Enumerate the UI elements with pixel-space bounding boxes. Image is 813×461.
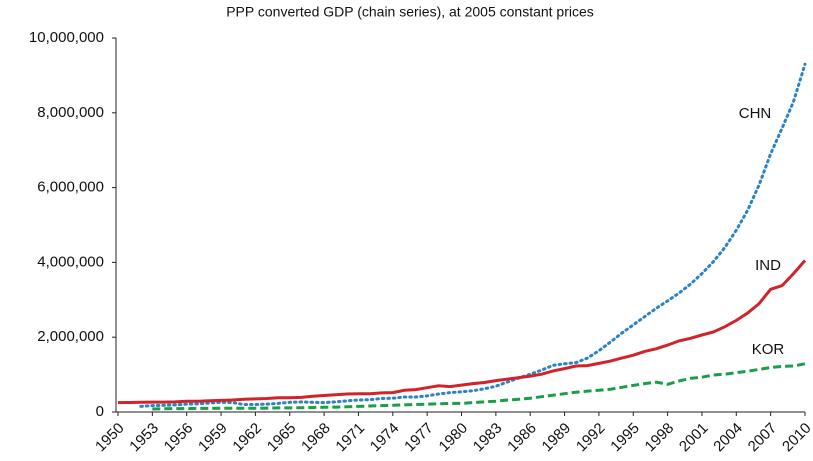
x-tick-label: 1956 <box>161 420 197 456</box>
y-tick-label: 4,000,000 <box>37 253 104 270</box>
x-tick-label: 1971 <box>332 420 368 456</box>
y-tick-label: 6,000,000 <box>37 179 104 196</box>
y-tick-label: 0 <box>96 403 104 420</box>
x-tick-label: 2001 <box>676 420 712 456</box>
series-line <box>117 259 807 405</box>
x-tick-label: 1980 <box>436 420 472 456</box>
x-tick-label: 1968 <box>298 420 334 456</box>
x-tick-label: 1953 <box>126 420 162 456</box>
chart-title: PPP converted GDP (chain series), at 200… <box>226 4 594 20</box>
x-tick-label: 1995 <box>607 420 643 456</box>
x-tick-label: 1974 <box>367 420 403 456</box>
x-tick-label: 2004 <box>710 420 746 456</box>
x-tick-label: 1950 <box>92 420 128 456</box>
series-line <box>152 362 806 411</box>
x-tick-label: 2010 <box>779 420 813 456</box>
x-tick-label: 1989 <box>539 420 575 456</box>
y-tick-label: 10,000,000 <box>29 29 104 46</box>
series-label: CHN <box>739 105 772 122</box>
x-tick-label: 1986 <box>504 420 540 456</box>
x-tick-label: 1998 <box>642 420 678 456</box>
series-label: KOR <box>752 341 785 358</box>
series-line <box>139 62 807 408</box>
x-tick-label: 1962 <box>229 420 265 456</box>
x-tick-label: 1983 <box>470 420 506 456</box>
y-tick-label: 8,000,000 <box>37 104 104 121</box>
x-tick-label: 1977 <box>401 420 437 456</box>
x-tick-label: 1992 <box>573 420 609 456</box>
y-tick-label: 2,000,000 <box>37 328 104 345</box>
series-label: IND <box>755 257 781 274</box>
x-tick-label: 1959 <box>195 420 231 456</box>
x-tick-label: 1965 <box>264 420 300 456</box>
x-tick-label: 2007 <box>745 420 781 456</box>
